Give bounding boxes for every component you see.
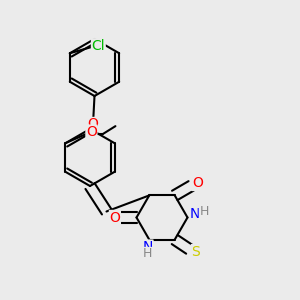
Text: O: O <box>86 125 97 139</box>
Text: O: O <box>88 118 98 131</box>
Text: N: N <box>142 240 153 254</box>
Text: O: O <box>192 176 203 190</box>
Text: O: O <box>110 211 120 224</box>
Text: H: H <box>143 248 152 260</box>
Text: N: N <box>190 208 200 221</box>
Text: H: H <box>199 205 209 218</box>
Text: S: S <box>191 244 200 259</box>
Text: Cl: Cl <box>92 39 105 53</box>
